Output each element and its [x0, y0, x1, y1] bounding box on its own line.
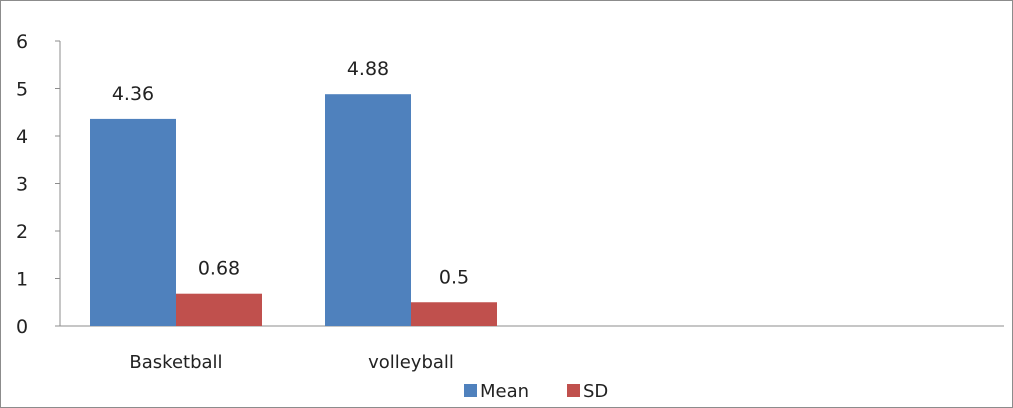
bar-sd [411, 302, 497, 326]
y-tick-label: 0 [16, 316, 28, 338]
data-label-sd: 0.68 [198, 258, 240, 280]
legend-swatch-mean [464, 384, 477, 397]
y-tick-label: 6 [16, 31, 28, 53]
y-tick-label: 4 [16, 126, 28, 148]
y-tick-label: 3 [16, 174, 28, 196]
data-label-mean: 4.88 [347, 58, 389, 80]
legend-label-mean: Mean [480, 381, 529, 402]
data-label-sd: 0.5 [439, 266, 469, 288]
y-tick-label: 5 [16, 79, 28, 101]
x-category-label: volleyball [368, 352, 454, 373]
data-label-mean: 4.36 [112, 83, 154, 105]
legend-swatch-sd [567, 384, 580, 397]
bar-sd [176, 293, 262, 326]
y-tick-label: 2 [16, 221, 28, 243]
bar-mean [90, 118, 176, 327]
bar-mean [325, 94, 411, 326]
x-category-label: Basketball [129, 352, 222, 373]
legend-label-sd: SD [583, 381, 608, 402]
y-tick-label: 1 [16, 269, 28, 291]
